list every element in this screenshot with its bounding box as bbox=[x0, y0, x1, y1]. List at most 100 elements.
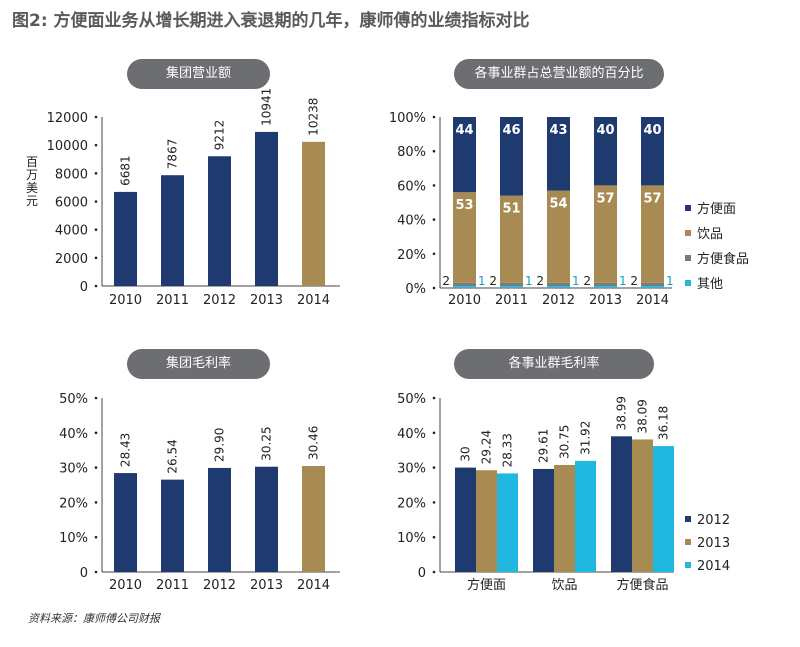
chart3-ytick-label: 40% bbox=[59, 427, 88, 442]
chart2-legend-label: 方便食品 bbox=[697, 251, 749, 267]
chart1-xtick-label: 2014 bbox=[297, 293, 330, 308]
chart3-value-label: 30.46 bbox=[307, 426, 321, 460]
chart4-value-label: 38.99 bbox=[615, 396, 629, 430]
chart2-segment-label: 53 bbox=[455, 198, 473, 213]
chart2-small-label: 1 bbox=[478, 274, 486, 288]
chart2-ytick-label: 100% bbox=[389, 111, 426, 126]
chart2-xtick-label: 2014 bbox=[636, 293, 669, 308]
chart4-xtick-label: 方便面 bbox=[467, 577, 506, 593]
chart2-ytick-label: 60% bbox=[397, 179, 426, 194]
chart4-ytick-label: 40% bbox=[397, 427, 426, 442]
chart4-bar bbox=[575, 460, 596, 572]
chart1-ytick-label: 4000 bbox=[55, 224, 88, 239]
chart2-segment-label: 51 bbox=[502, 202, 520, 217]
chart2-bar-segment bbox=[547, 117, 570, 191]
chart1-value-label: 7867 bbox=[166, 139, 180, 170]
chart3-bar bbox=[161, 479, 184, 572]
chart2-segment-label: 57 bbox=[643, 191, 661, 206]
chart4-bar bbox=[497, 473, 518, 572]
chart1-bar bbox=[255, 131, 278, 286]
chart2-legend-swatch bbox=[685, 205, 691, 211]
chart1-xtick-label: 2012 bbox=[203, 293, 236, 308]
chart4-bar bbox=[476, 470, 497, 572]
chart2-ytick-dot bbox=[432, 286, 436, 290]
chart2-bar-segment bbox=[594, 286, 617, 288]
page-title: 图2: 方便面业务从增长期进入衰退期的几年，康师傅的业绩指标对比 bbox=[12, 11, 530, 31]
chart2-ytick-label: 80% bbox=[397, 145, 426, 160]
chart2-small-label: 1 bbox=[619, 274, 627, 288]
chart2-segment-label: 40 bbox=[643, 123, 661, 138]
chart1-ytick-dot bbox=[94, 172, 98, 175]
chart3-xtick-label: 2014 bbox=[297, 578, 330, 593]
chart2-xtick-label: 2011 bbox=[495, 293, 528, 308]
chart3-xtick-label: 2012 bbox=[203, 578, 236, 593]
chart2-bar-segment bbox=[641, 286, 664, 288]
chart1-ytick-label: 12000 bbox=[47, 111, 88, 126]
chart3-value-label: 28.43 bbox=[119, 433, 133, 467]
chart2-small-label: 2 bbox=[536, 274, 544, 288]
chart1-ylabel-char: 百 bbox=[26, 155, 38, 169]
chart2-ytick-dot bbox=[432, 115, 436, 119]
chart3-ytick-dot bbox=[94, 501, 98, 504]
chart4-ytick-label: 20% bbox=[397, 496, 426, 511]
chart1-ytick-label: 2000 bbox=[55, 252, 88, 267]
chart3-ytick-label: 10% bbox=[59, 531, 88, 546]
chart1-ylabel-char: 美 bbox=[26, 181, 38, 195]
chart1-xtick-label: 2010 bbox=[109, 293, 142, 308]
chart2-bar-segment bbox=[500, 195, 523, 283]
chart2-bar-segment bbox=[594, 185, 617, 283]
chart4-value-label: 36.18 bbox=[657, 406, 671, 440]
chart2-ytick-dot bbox=[432, 218, 436, 221]
chart4-bar bbox=[533, 468, 554, 572]
chart2-xtick-label: 2010 bbox=[448, 293, 481, 308]
chart4-bar bbox=[653, 446, 674, 572]
chart3-value-label: 29.90 bbox=[213, 428, 227, 462]
chart3-ytick-dot bbox=[94, 396, 98, 400]
chart3-value-label: 30.25 bbox=[260, 426, 274, 460]
chart2-legend-label: 方便面 bbox=[697, 201, 736, 217]
chart1-ytick-dot bbox=[94, 284, 98, 288]
chart2-small-label: 2 bbox=[630, 274, 638, 288]
chart2-bar-segment bbox=[641, 117, 664, 186]
chart3-ytick-dot bbox=[94, 431, 98, 435]
chart3-value-label: 26.54 bbox=[166, 439, 180, 473]
chart4-ytick-dot bbox=[432, 431, 436, 435]
chart4-bar bbox=[611, 436, 632, 572]
chart1-ytick-label: 6000 bbox=[55, 196, 88, 211]
chart4-value-label: 30 bbox=[459, 446, 473, 461]
chart2-bar-segment bbox=[641, 282, 664, 287]
chart2-bar-segment bbox=[594, 282, 617, 287]
chart1-xtick-label: 2011 bbox=[156, 293, 189, 308]
chart1-ytick-dot bbox=[94, 115, 98, 119]
chart2-bar-segment bbox=[500, 286, 523, 288]
chart1-ytick-label: 10000 bbox=[47, 139, 88, 154]
chart1-title-pill: 集团营业额 bbox=[127, 59, 270, 89]
chart2-small-label: 2 bbox=[442, 274, 450, 288]
chart3-xtick-label: 2011 bbox=[156, 578, 189, 593]
chart2-ytick-dot bbox=[432, 149, 436, 153]
chart4-legend-label: 2013 bbox=[697, 536, 730, 551]
chart2-ytick-label: 20% bbox=[397, 248, 426, 263]
chart4-ytick-label: 50% bbox=[397, 392, 426, 407]
chart2-legend-label: 饮品 bbox=[697, 227, 723, 242]
chart1-ylabel-char: 元 bbox=[26, 194, 38, 208]
chart2-segment-label: 57 bbox=[596, 191, 614, 206]
chart1-ytick-dot bbox=[94, 200, 98, 203]
chart1-bar bbox=[302, 141, 325, 286]
chart2-bar-segment bbox=[453, 282, 476, 287]
chart2-bar-segment bbox=[594, 117, 617, 186]
chart4-value-label: 30.75 bbox=[558, 425, 572, 459]
chart4-xtick-label: 饮品 bbox=[551, 578, 577, 593]
chart4-legend-swatch bbox=[685, 562, 691, 568]
chart4-ytick-label: 10% bbox=[397, 531, 426, 546]
chart4-title-pill: 各事业群毛利率 bbox=[454, 349, 654, 379]
chart1-value-label: 6681 bbox=[119, 155, 133, 186]
chart2-bar-segment bbox=[547, 286, 570, 288]
chart2-segment-label: 43 bbox=[549, 123, 567, 138]
chart2-small-label: 1 bbox=[572, 274, 580, 288]
chart2-segment-label: 44 bbox=[455, 123, 473, 138]
chart3-bar bbox=[255, 466, 278, 572]
chart2-title-pill: 各事业群占总营业额的百分比 bbox=[454, 59, 664, 89]
chart2-bar-segment bbox=[547, 190, 570, 283]
